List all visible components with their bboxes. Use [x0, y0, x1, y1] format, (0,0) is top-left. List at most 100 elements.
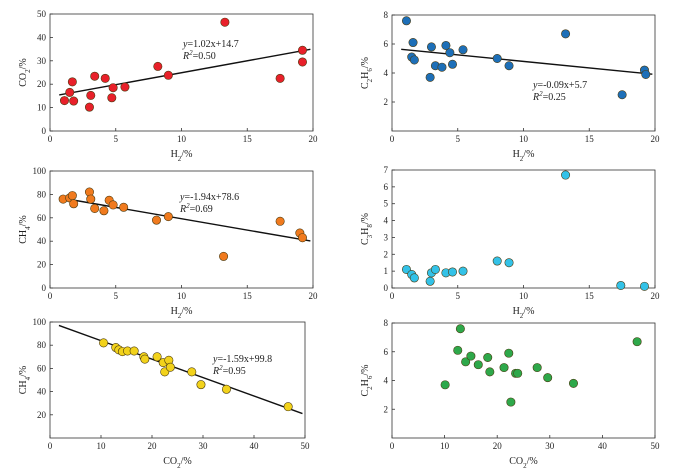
- x-tick-label: 0: [390, 134, 395, 144]
- data-point: [107, 93, 117, 103]
- y-tick-label: 20: [37, 260, 47, 270]
- x-tick-label: 15: [585, 291, 595, 301]
- r-squared-label: R2=0.95: [212, 364, 246, 377]
- data-point: [492, 256, 502, 266]
- data-point: [67, 77, 77, 87]
- y-tick-label: 100: [33, 317, 47, 327]
- data-point: [441, 40, 451, 50]
- data-point: [129, 346, 139, 356]
- data-point: [447, 267, 457, 277]
- x-tick-label: 10: [440, 441, 450, 451]
- data-point: [221, 384, 231, 394]
- data-point: [59, 96, 69, 106]
- data-point: [86, 90, 96, 100]
- data-point: [187, 367, 197, 377]
- x-tick-label: 20: [651, 134, 661, 144]
- data-point: [119, 202, 129, 212]
- data-point: [67, 191, 77, 201]
- y-tick-label: 8: [384, 318, 389, 328]
- data-point: [108, 83, 118, 93]
- data-point: [473, 360, 483, 370]
- x-axis-label: H2/%: [171, 149, 193, 163]
- y-axis-label: C2H6/%: [360, 57, 374, 89]
- y-tick-label: 7: [384, 165, 389, 175]
- y-tick-label: 3: [384, 232, 389, 242]
- y-tick-label: 40: [37, 236, 47, 246]
- y-tick-label: 8: [384, 10, 389, 20]
- y-tick-label: 2: [384, 404, 389, 414]
- y-tick-label: 60: [37, 363, 47, 373]
- data-point: [283, 402, 293, 412]
- y-axis-label: C2H6/%: [360, 364, 374, 396]
- y-tick-label: 50: [37, 9, 47, 19]
- data-point: [297, 57, 307, 67]
- y-axis-label: CH4/%: [18, 215, 32, 244]
- data-point: [504, 61, 514, 71]
- x-tick-label: 10: [177, 291, 187, 301]
- y-tick-label: 0: [384, 283, 389, 293]
- data-point: [163, 212, 173, 222]
- data-point: [196, 380, 206, 390]
- data-point: [641, 69, 651, 79]
- data-point: [409, 273, 419, 283]
- data-point: [163, 70, 173, 80]
- y-tick-label: 4: [384, 376, 389, 386]
- x-tick-label: 10: [519, 291, 529, 301]
- scatter-panel-e: 0 10 20 30 40 50 20 40 60 80 100 CO2/% CH4/% y=-1.59x…: [18, 317, 310, 470]
- y-tick-label: 6: [384, 347, 389, 357]
- y-tick-label: 0: [42, 126, 47, 136]
- data-point: [568, 378, 578, 388]
- x-tick-label: 50: [301, 441, 311, 451]
- data-point: [401, 16, 411, 26]
- x-tick-label: 20: [309, 134, 319, 144]
- y-tick-label: 0: [42, 283, 47, 293]
- data-point: [447, 59, 457, 69]
- data-point: [275, 216, 285, 226]
- data-point: [632, 337, 642, 347]
- x-tick-label: 10: [519, 134, 529, 144]
- x-tick-label: 5: [114, 134, 119, 144]
- r-squared-label: R2=0.50: [182, 49, 216, 62]
- y-tick-label: 2: [384, 249, 389, 259]
- r-squared-label: R2=0.25: [532, 90, 566, 103]
- x-tick-label: 5: [456, 291, 461, 301]
- y-tick-label: 5: [384, 199, 389, 209]
- data-point: [86, 194, 96, 204]
- y-tick-label: 6: [384, 182, 389, 192]
- data-point: [426, 42, 436, 52]
- x-tick-label: 15: [243, 291, 253, 301]
- x-tick-label: 0: [48, 441, 53, 451]
- y-tick-label: 40: [37, 387, 47, 397]
- plot-frame: [391, 322, 656, 439]
- data-point: [65, 87, 75, 97]
- x-axis-label: CO2/%: [509, 456, 538, 470]
- data-point: [504, 348, 514, 358]
- x-tick-label: 0: [48, 134, 53, 144]
- data-point: [616, 280, 626, 290]
- data-point: [561, 170, 571, 180]
- data-point: [485, 367, 495, 377]
- x-tick-label: 30: [199, 441, 209, 451]
- y-axis-label: CO2/%: [18, 58, 32, 87]
- data-point: [492, 53, 502, 63]
- data-point: [152, 352, 162, 362]
- data-point: [461, 357, 471, 367]
- trend-line: [401, 48, 653, 75]
- data-point: [100, 73, 110, 83]
- data-point: [458, 266, 468, 276]
- data-point: [430, 264, 440, 274]
- data-point: [437, 62, 447, 72]
- data-point: [152, 215, 162, 225]
- data-point: [639, 281, 649, 291]
- data-point: [440, 380, 450, 390]
- data-point: [408, 38, 418, 48]
- data-point: [543, 373, 553, 383]
- data-point: [275, 73, 285, 83]
- x-tick-label: 0: [48, 291, 53, 301]
- y-tick-label: 20: [37, 79, 47, 89]
- y-axis-label: CH4/%: [18, 366, 32, 395]
- data-point: [69, 199, 79, 209]
- x-tick-label: 0: [390, 441, 395, 451]
- data-point: [219, 251, 229, 261]
- data-point: [453, 345, 463, 355]
